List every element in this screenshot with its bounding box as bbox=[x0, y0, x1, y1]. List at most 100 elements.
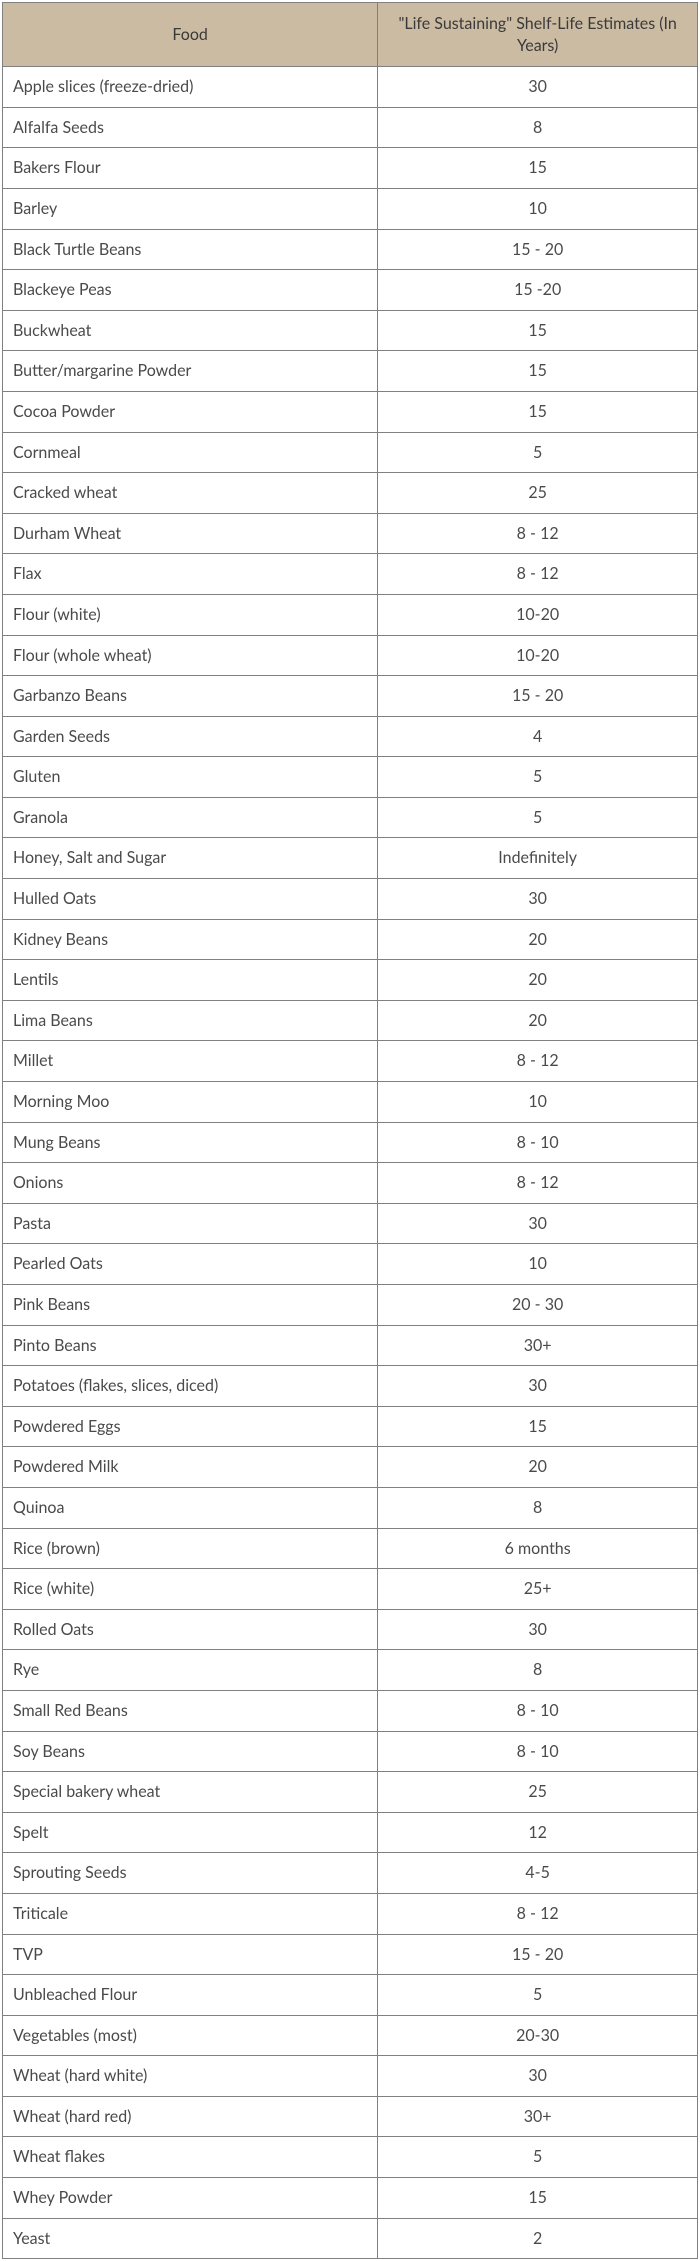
food-cell: Gluten bbox=[3, 757, 378, 798]
shelf-life-cell: 30 bbox=[378, 67, 698, 108]
table-row: Pearled Oats10 bbox=[3, 1244, 698, 1285]
food-cell: Special bakery wheat bbox=[3, 1772, 378, 1813]
food-cell: Alfalfa Seeds bbox=[3, 107, 378, 148]
table-row: Wheat (hard white)30 bbox=[3, 2056, 698, 2097]
shelf-life-cell: 20 - 30 bbox=[378, 1285, 698, 1326]
table-row: Morning Moo10 bbox=[3, 1082, 698, 1123]
food-cell: Butter/margarine Powder bbox=[3, 351, 378, 392]
shelf-life-cell: 25 bbox=[378, 473, 698, 514]
food-cell: Unbleached Flour bbox=[3, 1975, 378, 2016]
table-row: Powdered Eggs15 bbox=[3, 1406, 698, 1447]
table-row: Onions8 - 12 bbox=[3, 1163, 698, 1204]
food-cell: Durham Wheat bbox=[3, 513, 378, 554]
shelf-life-cell: 15 bbox=[378, 310, 698, 351]
table-row: Spelt12 bbox=[3, 1812, 698, 1853]
table-row: Wheat (hard red)30+ bbox=[3, 2096, 698, 2137]
table-row: Honey, Salt and SugarIndefinitely bbox=[3, 838, 698, 879]
food-cell: Millet bbox=[3, 1041, 378, 1082]
food-cell: Wheat flakes bbox=[3, 2137, 378, 2178]
shelf-life-cell: 15 - 20 bbox=[378, 1934, 698, 1975]
shelf-life-cell: 30 bbox=[378, 879, 698, 920]
table-row: Hulled Oats30 bbox=[3, 879, 698, 920]
col-header-food: Food bbox=[3, 3, 378, 67]
table-row: Rice (white)25+ bbox=[3, 1569, 698, 1610]
shelf-life-cell: 15 - 20 bbox=[378, 229, 698, 270]
table-header: Food "Life Sustaining" Shelf-Life Estima… bbox=[3, 3, 698, 67]
food-cell: Pink Beans bbox=[3, 1285, 378, 1326]
shelf-life-cell: 15 bbox=[378, 148, 698, 189]
table-row: Rye8 bbox=[3, 1650, 698, 1691]
food-cell: Vegetables (most) bbox=[3, 2015, 378, 2056]
shelf-life-cell: 30 bbox=[378, 1609, 698, 1650]
table-row: Pinto Beans30+ bbox=[3, 1325, 698, 1366]
shelf-life-cell: 10-20 bbox=[378, 635, 698, 676]
food-cell: Onions bbox=[3, 1163, 378, 1204]
shelf-life-cell: 30+ bbox=[378, 1325, 698, 1366]
shelf-life-cell: 15 bbox=[378, 351, 698, 392]
shelf-life-cell: 8 - 12 bbox=[378, 1041, 698, 1082]
food-cell: Hulled Oats bbox=[3, 879, 378, 920]
shelf-life-cell: 15 - 20 bbox=[378, 676, 698, 717]
food-cell: Lentils bbox=[3, 960, 378, 1001]
shelf-life-cell: 6 months bbox=[378, 1528, 698, 1569]
shelf-life-cell: 5 bbox=[378, 797, 698, 838]
food-cell: Blackeye Peas bbox=[3, 270, 378, 311]
food-cell: Cracked wheat bbox=[3, 473, 378, 514]
food-cell: Kidney Beans bbox=[3, 919, 378, 960]
food-cell: Rolled Oats bbox=[3, 1609, 378, 1650]
shelf-life-cell: 4 bbox=[378, 716, 698, 757]
shelf-life-cell: 5 bbox=[378, 1975, 698, 2016]
food-cell: Flour (white) bbox=[3, 594, 378, 635]
table-row: Mung Beans8 - 10 bbox=[3, 1122, 698, 1163]
table-row: Buckwheat15 bbox=[3, 310, 698, 351]
shelf-life-cell: 8 - 12 bbox=[378, 554, 698, 595]
table-row: Potatoes (flakes, slices, diced)30 bbox=[3, 1366, 698, 1407]
shelf-life-cell: 20 bbox=[378, 1000, 698, 1041]
table-row: Barley10 bbox=[3, 188, 698, 229]
table-row: Cocoa Powder15 bbox=[3, 391, 698, 432]
table-body: Apple slices (freeze-dried)30Alfalfa See… bbox=[3, 67, 698, 2259]
table-row: Special bakery wheat25 bbox=[3, 1772, 698, 1813]
table-row: Soy Beans8 - 10 bbox=[3, 1731, 698, 1772]
shelf-life-cell: 20 bbox=[378, 1447, 698, 1488]
food-cell: TVP bbox=[3, 1934, 378, 1975]
table-row: Millet8 - 12 bbox=[3, 1041, 698, 1082]
shelf-life-cell: 30+ bbox=[378, 2096, 698, 2137]
table-row: Pink Beans20 - 30 bbox=[3, 1285, 698, 1326]
food-cell: Yeast bbox=[3, 2218, 378, 2259]
shelf-life-cell: 8 - 12 bbox=[378, 1893, 698, 1934]
food-cell: Barley bbox=[3, 188, 378, 229]
shelf-life-cell: Indefinitely bbox=[378, 838, 698, 879]
food-cell: Rice (white) bbox=[3, 1569, 378, 1610]
table-row: Black Turtle Beans15 - 20 bbox=[3, 229, 698, 270]
food-cell: Rice (brown) bbox=[3, 1528, 378, 1569]
food-cell: Apple slices (freeze-dried) bbox=[3, 67, 378, 108]
table-row: Whey Powder15 bbox=[3, 2178, 698, 2219]
table-row: Bakers Flour15 bbox=[3, 148, 698, 189]
food-cell: Pinto Beans bbox=[3, 1325, 378, 1366]
table-row: Triticale8 - 12 bbox=[3, 1893, 698, 1934]
table-row: Gluten5 bbox=[3, 757, 698, 798]
food-cell: Soy Beans bbox=[3, 1731, 378, 1772]
shelf-life-table: Food "Life Sustaining" Shelf-Life Estima… bbox=[2, 2, 698, 2259]
food-cell: Powdered Milk bbox=[3, 1447, 378, 1488]
food-cell: Lima Beans bbox=[3, 1000, 378, 1041]
table-row: Lentils20 bbox=[3, 960, 698, 1001]
food-cell: Wheat (hard red) bbox=[3, 2096, 378, 2137]
table-row: Flour (white)10-20 bbox=[3, 594, 698, 635]
table-row: Quinoa8 bbox=[3, 1487, 698, 1528]
food-cell: Flax bbox=[3, 554, 378, 595]
table-row: Durham Wheat8 - 12 bbox=[3, 513, 698, 554]
shelf-life-cell: 8 - 10 bbox=[378, 1690, 698, 1731]
shelf-life-cell: 8 - 12 bbox=[378, 513, 698, 554]
shelf-life-cell: 4-5 bbox=[378, 1853, 698, 1894]
table-row: Flour (whole wheat)10-20 bbox=[3, 635, 698, 676]
table-row: Garbanzo Beans15 - 20 bbox=[3, 676, 698, 717]
food-cell: Bakers Flour bbox=[3, 148, 378, 189]
table-row: Butter/margarine Powder15 bbox=[3, 351, 698, 392]
shelf-life-cell: 15 bbox=[378, 1406, 698, 1447]
food-cell: Honey, Salt and Sugar bbox=[3, 838, 378, 879]
food-cell: Pearled Oats bbox=[3, 1244, 378, 1285]
shelf-life-cell: 25+ bbox=[378, 1569, 698, 1610]
shelf-life-cell: 10 bbox=[378, 1082, 698, 1123]
